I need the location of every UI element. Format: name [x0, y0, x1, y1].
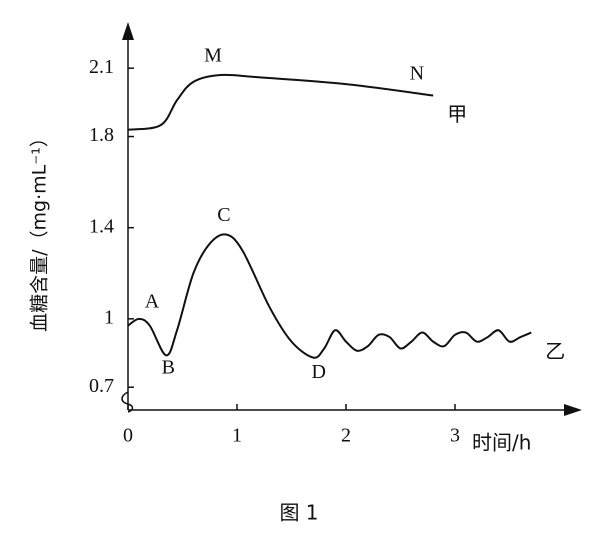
caption: 图 1 — [279, 501, 318, 525]
point-label: M — [204, 44, 222, 66]
y-axis-label: 血糖含量/（mg·mL⁻¹） — [29, 128, 51, 332]
y-tick-label: 2.1 — [89, 56, 114, 78]
y-tick-label: 0.7 — [89, 375, 114, 397]
line — [127, 73, 434, 131]
point-label: N — [410, 63, 424, 85]
x-tick-label: 0 — [123, 425, 133, 447]
x-axis-arrow — [564, 404, 582, 416]
x-tick-label: 2 — [341, 425, 351, 447]
y-tick-label: 1 — [104, 306, 114, 328]
series-label: 甲 — [447, 102, 467, 126]
y-axis-arrow — [122, 22, 134, 40]
point-label: B — [162, 357, 175, 379]
x-tick-label: 1 — [232, 425, 242, 447]
x-axis-label: 时间/h — [472, 431, 531, 455]
y-tick-label: 1.4 — [89, 215, 114, 237]
x-tick-label: 3 — [450, 425, 460, 447]
series-label: 乙 — [545, 339, 565, 363]
point-label: C — [217, 204, 230, 226]
point-label: D — [312, 361, 326, 383]
line — [127, 233, 532, 359]
y-tick-label: 1.8 — [89, 124, 114, 146]
point-label: A — [145, 290, 160, 312]
